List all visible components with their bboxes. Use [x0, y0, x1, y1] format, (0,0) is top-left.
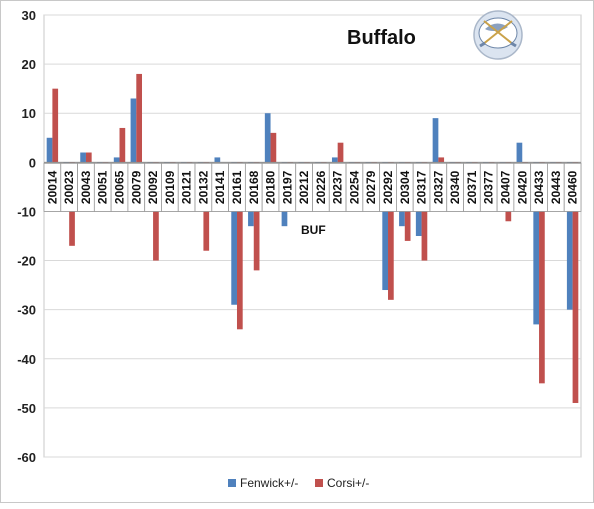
legend-swatch-fenwick	[228, 479, 236, 487]
plot-area	[43, 14, 582, 458]
y-tick-label: -30	[17, 303, 36, 318]
bar-corsi	[337, 142, 344, 163]
y-tick-label: -40	[17, 352, 36, 367]
bar-corsi	[85, 152, 92, 163]
x-tick-label: 20237	[331, 170, 345, 204]
x-tick-label: 20212	[297, 170, 311, 204]
bar-corsi	[438, 157, 445, 163]
x-tick-label: 20433	[532, 170, 546, 204]
legend: Fenwick+/- Corsi+/-	[228, 476, 369, 490]
y-tick-label: -20	[17, 254, 36, 269]
bar-corsi	[270, 132, 277, 163]
x-tick-label: 20443	[549, 170, 563, 204]
bar-corsi	[388, 162, 394, 300]
bar-fenwick	[516, 142, 523, 163]
bar-fenwick	[382, 162, 389, 291]
bar-fenwick	[113, 157, 120, 163]
x-axis-ticks: 20014 20023 20043 20051 20065 20079 20092 20109…	[43, 162, 582, 212]
x-tick-label: 20317	[415, 170, 429, 204]
x-tick-label: 20121	[180, 170, 194, 204]
x-tick-label: 20279	[364, 170, 378, 204]
x-tick-label: 20377	[482, 170, 496, 204]
y-tick-label: 30	[22, 8, 36, 23]
bar-fenwick	[231, 162, 237, 305]
legend-label-fenwick: Fenwick+/-	[240, 476, 298, 490]
bar-fenwick	[533, 162, 540, 325]
x-tick-label: 20051	[96, 170, 110, 204]
bar-fenwick	[331, 157, 338, 163]
x-tick-label: 20132	[196, 170, 210, 204]
bar-fenwick	[566, 162, 573, 310]
x-tick-label: 20327	[431, 170, 445, 204]
bar-corsi	[236, 162, 243, 330]
chart-title: Buffalo	[347, 27, 416, 49]
x-tick-label: 20180	[264, 170, 278, 204]
x-tick-label: 20065	[113, 170, 127, 204]
bar-fenwick	[214, 157, 221, 163]
x-tick-label: 20014	[45, 170, 59, 204]
bar-fenwick	[130, 98, 137, 163]
x-tick-label: 20168	[247, 170, 261, 204]
bar-corsi	[539, 162, 545, 384]
bar-fenwick	[80, 152, 86, 163]
bar-corsi	[253, 162, 260, 271]
x-tick-label: 20161	[230, 170, 244, 204]
bar-corsi	[119, 127, 126, 163]
y-tick-label: 10	[22, 106, 36, 121]
legend-label-corsi: Corsi+/-	[327, 476, 369, 490]
y-axis-ticks: 30 20 10 0 -10 -20 -30 -40 -50 -60	[17, 8, 36, 465]
legend-swatch-corsi	[315, 479, 323, 487]
bar-fenwick	[264, 113, 271, 163]
x-tick-label: 20197	[280, 170, 294, 204]
x-tick-label: 20292	[381, 170, 395, 204]
y-tick-label: -60	[17, 450, 36, 465]
y-tick-label: -50	[17, 401, 36, 416]
x-tick-label: 20043	[79, 170, 93, 204]
bar-fenwick	[432, 118, 439, 163]
x-axis-label: BUF	[301, 223, 326, 237]
y-tick-label: 20	[22, 57, 36, 72]
y-tick-label: 0	[29, 155, 36, 170]
x-tick-label: 20420	[515, 170, 529, 204]
x-tick-label: 20304	[398, 170, 412, 204]
x-tick-label: 20141	[213, 170, 227, 204]
x-tick-label: 20023	[62, 170, 76, 204]
x-tick-label: 20079	[129, 170, 143, 204]
x-tick-label: 20407	[498, 170, 512, 204]
bar-corsi	[136, 73, 143, 163]
x-tick-label: 20254	[347, 170, 361, 204]
bar-corsi	[52, 88, 59, 163]
x-tick-label: 20460	[566, 170, 580, 204]
x-tick-label: 20226	[314, 170, 328, 204]
x-tick-box	[563, 162, 582, 212]
bar-corsi	[572, 162, 579, 403]
x-tick-label: 20092	[146, 170, 160, 204]
buffalo-sabres-logo	[473, 10, 523, 60]
x-tick-label: 20371	[465, 170, 479, 204]
x-tick-label: 20340	[448, 170, 462, 204]
bar-fenwick	[46, 137, 53, 163]
y-tick-label: -10	[17, 204, 36, 219]
x-tick-label: 20109	[163, 170, 177, 204]
